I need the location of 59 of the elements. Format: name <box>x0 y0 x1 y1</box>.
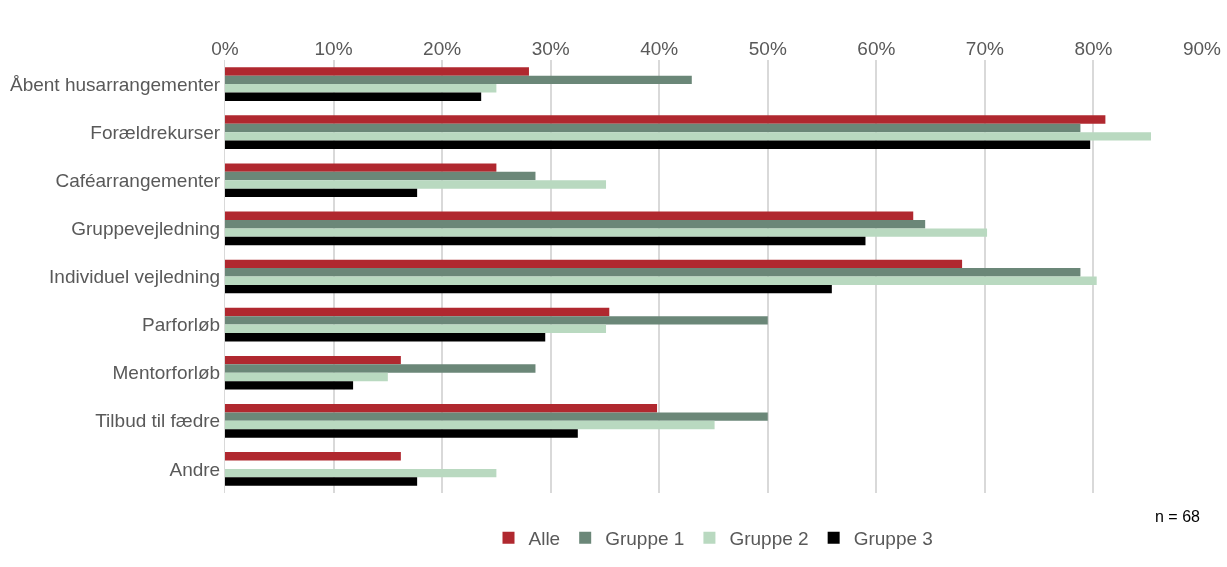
bar <box>225 75 692 85</box>
bar <box>225 452 401 461</box>
bar <box>225 211 914 220</box>
bar <box>225 316 768 325</box>
text: n = 68 <box>1155 508 1201 525</box>
bar <box>225 429 578 438</box>
x-tick-label: 70% <box>965 38 1005 60</box>
bar <box>225 67 529 76</box>
bar <box>225 468 497 478</box>
bar <box>225 92 482 101</box>
bar <box>225 123 1081 133</box>
bar <box>225 84 497 93</box>
y-tick-label: Caféarrangementer <box>55 169 221 191</box>
bar <box>225 268 1081 277</box>
y-tick-label: Forældrekurser <box>90 121 221 143</box>
legend-label: Gruppe 2 <box>729 528 809 550</box>
bar <box>225 132 1151 141</box>
x-tick-label: 40% <box>640 38 679 60</box>
legend-label: Alle <box>528 528 561 550</box>
bar <box>225 333 546 342</box>
y-tick-label: Andre <box>169 458 221 480</box>
bar <box>225 219 926 229</box>
bar <box>225 276 1097 285</box>
bar <box>225 163 497 172</box>
bar <box>225 324 607 334</box>
x-tick-label: 80% <box>1074 38 1113 60</box>
bar <box>225 228 988 237</box>
x-tick-label: 60% <box>857 38 896 60</box>
x-tick-label: 50% <box>748 38 787 60</box>
bar <box>225 412 768 421</box>
bar <box>225 180 607 189</box>
bar <box>225 477 418 486</box>
y-tick-label: Gruppevejledning <box>71 218 221 240</box>
x-tick-label: 90% <box>1182 38 1222 60</box>
bar <box>225 188 418 198</box>
x-tick-label: 10% <box>314 38 353 60</box>
bar <box>225 259 963 269</box>
y-tick-label: Tilbud til fædre <box>95 410 221 432</box>
bar <box>225 140 1091 150</box>
y-tick-label: Individuel vejledning <box>49 266 221 288</box>
legend-label: Gruppe 3 <box>853 528 933 550</box>
bar <box>225 381 354 390</box>
bar <box>225 372 388 382</box>
bar <box>225 284 832 294</box>
legend-label: Gruppe 1 <box>605 528 685 550</box>
x-tick-label: 30% <box>531 38 570 60</box>
y-tick-label: Åbent husarrangementer <box>10 73 221 95</box>
bar <box>225 115 1106 124</box>
bar <box>225 355 401 365</box>
bar <box>225 364 536 373</box>
x-tick-label: 20% <box>423 38 462 60</box>
bar <box>225 403 658 413</box>
y-tick-label: Mentorforløb <box>112 362 221 384</box>
bar <box>225 420 715 430</box>
bar <box>225 307 610 317</box>
y-tick-label: Parforløb <box>142 314 221 336</box>
bar <box>225 236 866 246</box>
x-tick-label: 0% <box>211 38 239 60</box>
bar <box>225 171 536 181</box>
